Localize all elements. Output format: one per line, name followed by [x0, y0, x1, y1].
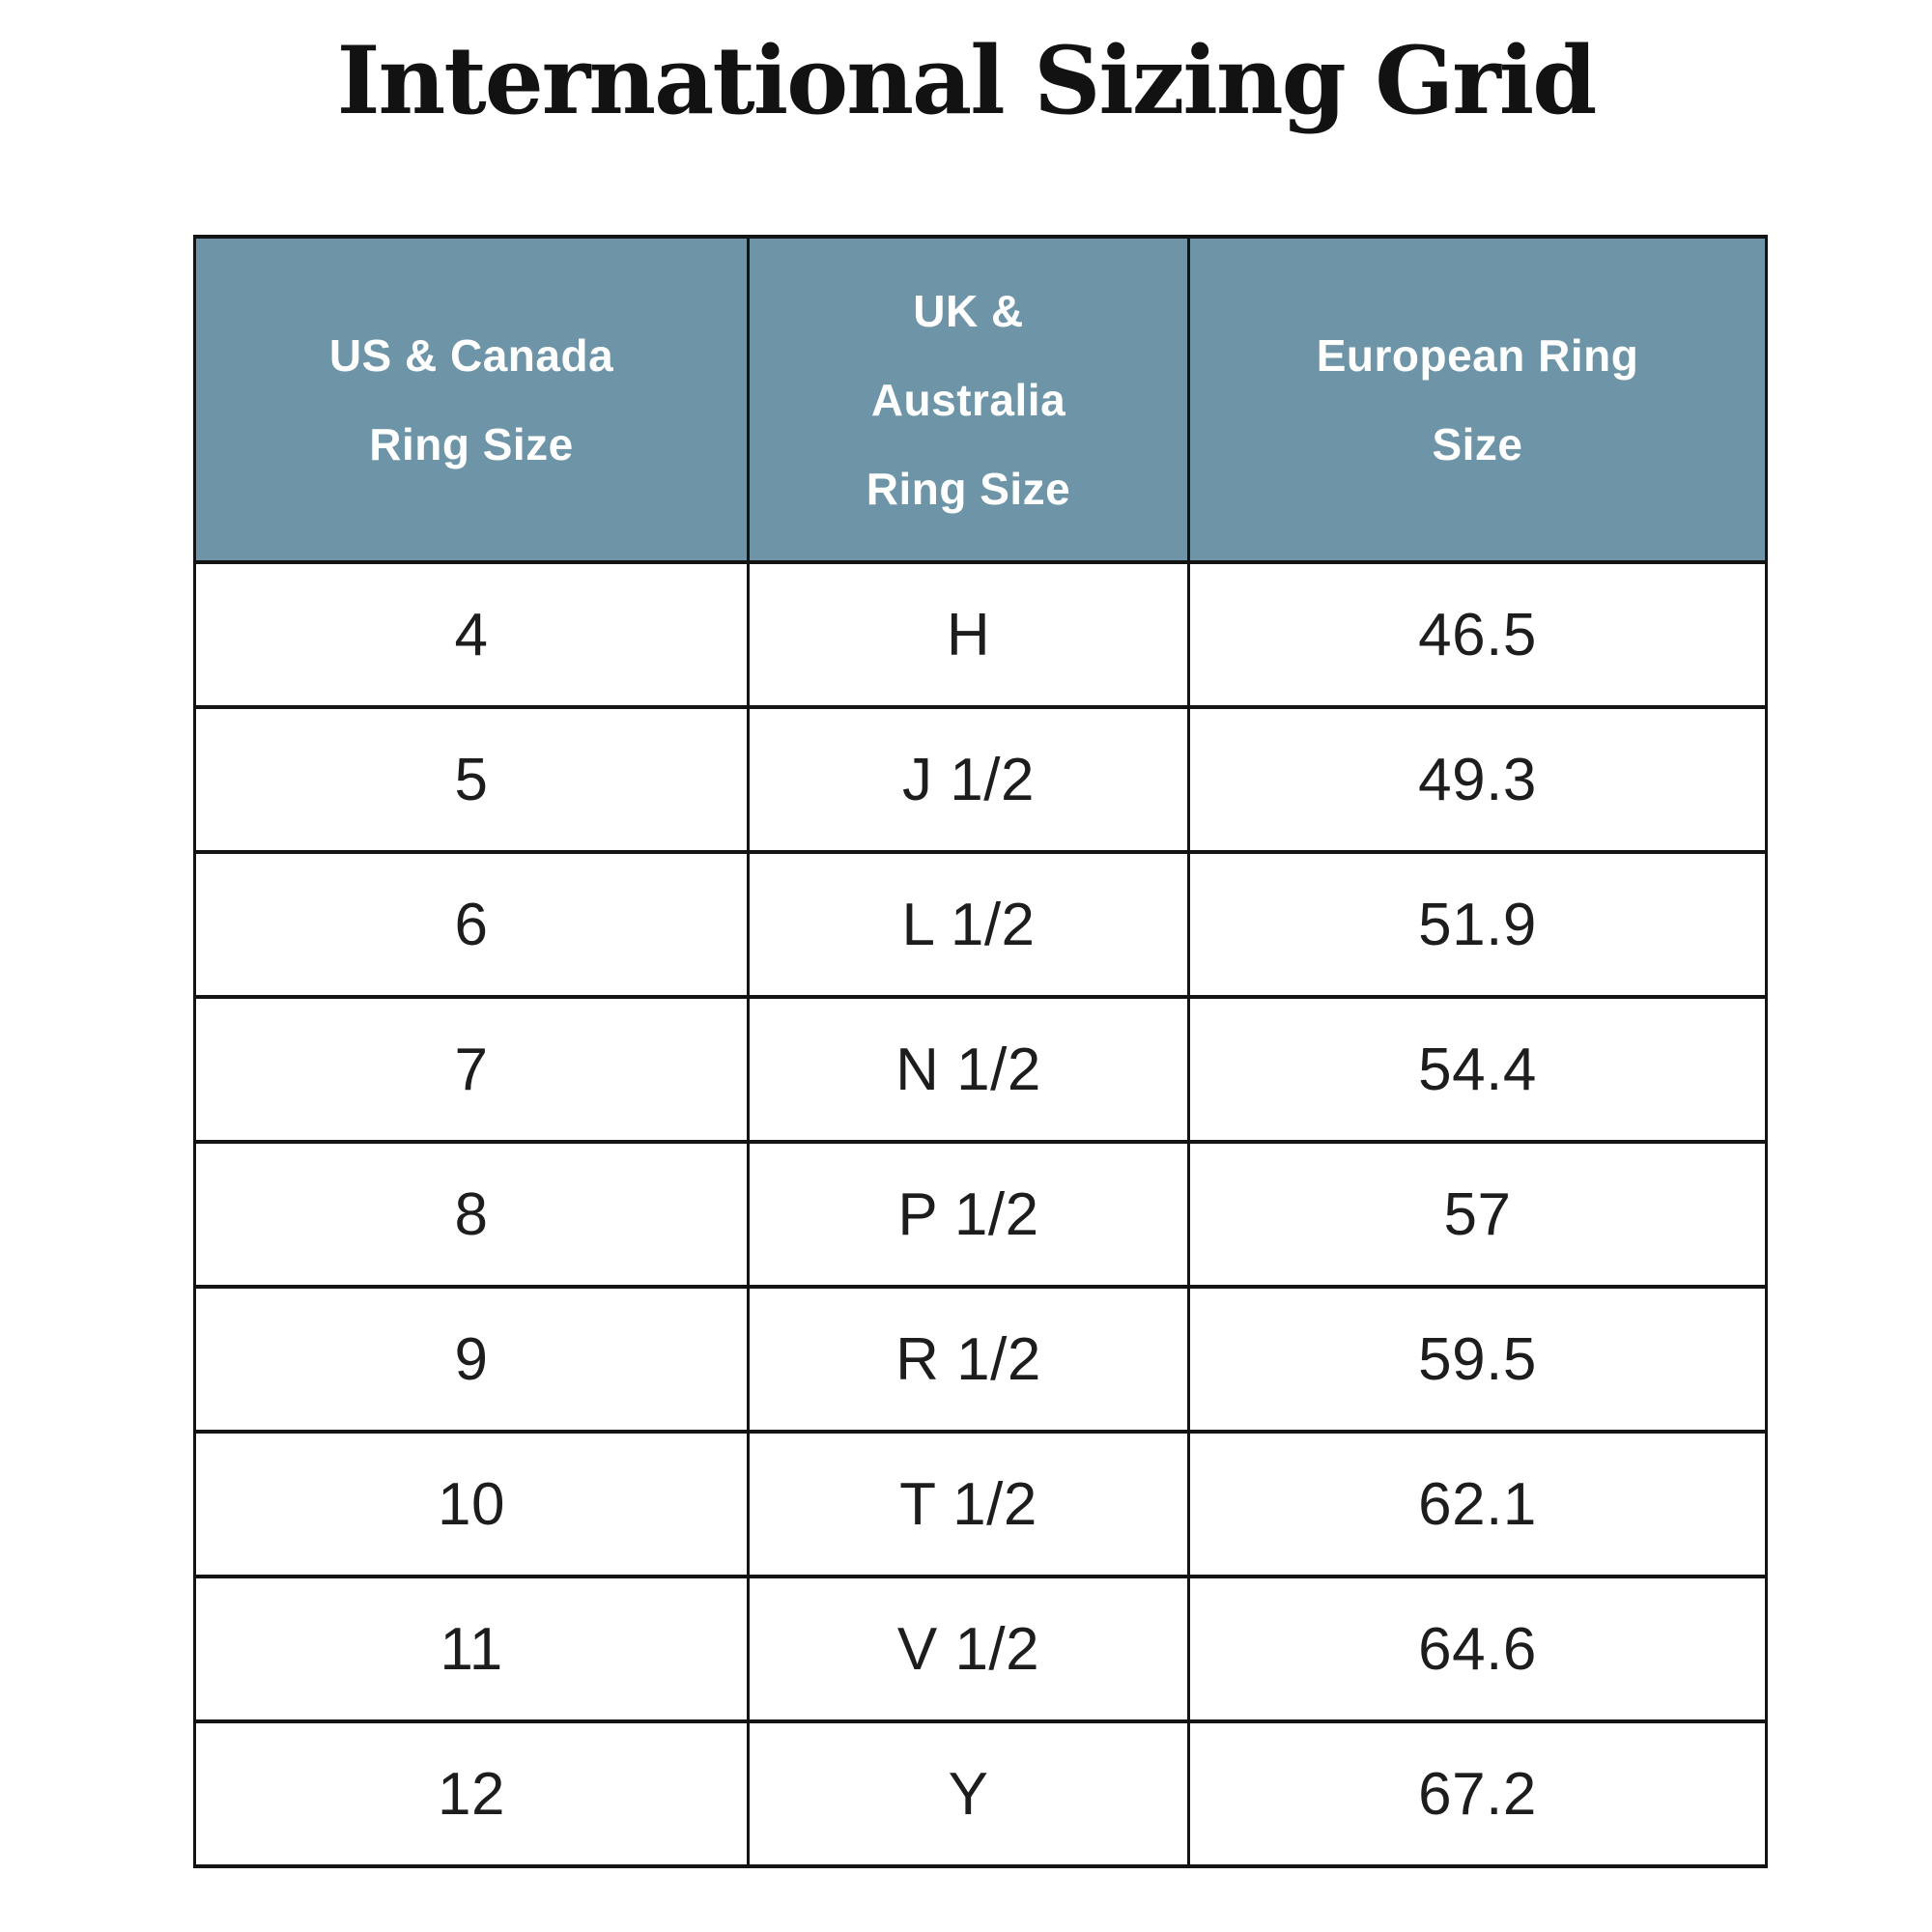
cell-us-size: 4: [193, 560, 750, 709]
cell-us-size: 12: [193, 1719, 750, 1868]
sizing-table: US & Canada Ring Size UK & Australia Rin…: [193, 235, 1768, 1868]
cell-eu-size: 49.3: [1187, 705, 1768, 854]
table-row: 8 P 1/2 57: [193, 1140, 1768, 1289]
table-row: 9 R 1/2 59.5: [193, 1285, 1768, 1434]
cell-us-size: 6: [193, 850, 750, 999]
cell-uk-size: N 1/2: [747, 995, 1190, 1144]
table-row: 10 T 1/2 62.1: [193, 1430, 1768, 1578]
cell-eu-size: 46.5: [1187, 560, 1768, 709]
table-row: 7 N 1/2 54.4: [193, 995, 1768, 1144]
page-title: International Sizing Grid: [336, 26, 1598, 135]
header-row: US & Canada Ring Size UK & Australia Rin…: [193, 235, 1768, 564]
cell-uk-size: H: [747, 560, 1190, 709]
cell-uk-size: V 1/2: [747, 1575, 1190, 1723]
cell-uk-size: P 1/2: [747, 1140, 1190, 1289]
table-row: 6 L 1/2 51.9: [193, 850, 1768, 999]
cell-us-size: 5: [193, 705, 750, 854]
cell-uk-size: T 1/2: [747, 1430, 1190, 1578]
cell-us-size: 7: [193, 995, 750, 1144]
cell-uk-size: J 1/2: [747, 705, 1190, 854]
cell-eu-size: 67.2: [1187, 1719, 1768, 1868]
header-us-canada-ring-size: US & Canada Ring Size: [193, 235, 750, 564]
header-european-ring-size: European Ring Size: [1187, 235, 1768, 564]
cell-eu-size: 51.9: [1187, 850, 1768, 999]
cell-uk-size: Y: [747, 1719, 1190, 1868]
cell-eu-size: 64.6: [1187, 1575, 1768, 1723]
cell-eu-size: 59.5: [1187, 1285, 1768, 1434]
table-row: 4 H 46.5: [193, 560, 1768, 709]
cell-eu-size: 57: [1187, 1140, 1768, 1289]
table-row: 5 J 1/2 49.3: [193, 705, 1768, 854]
cell-eu-size: 62.1: [1187, 1430, 1768, 1578]
cell-us-size: 8: [193, 1140, 750, 1289]
cell-us-size: 11: [193, 1575, 750, 1723]
table-row: 11 V 1/2 64.6: [193, 1575, 1768, 1723]
table-row: 12 Y 67.2: [193, 1719, 1768, 1868]
cell-uk-size: L 1/2: [747, 850, 1190, 999]
cell-us-size: 10: [193, 1430, 750, 1578]
cell-uk-size: R 1/2: [747, 1285, 1190, 1434]
header-uk-australia-ring-size: UK & Australia Ring Size: [747, 235, 1190, 564]
cell-eu-size: 54.4: [1187, 995, 1768, 1144]
cell-us-size: 9: [193, 1285, 750, 1434]
